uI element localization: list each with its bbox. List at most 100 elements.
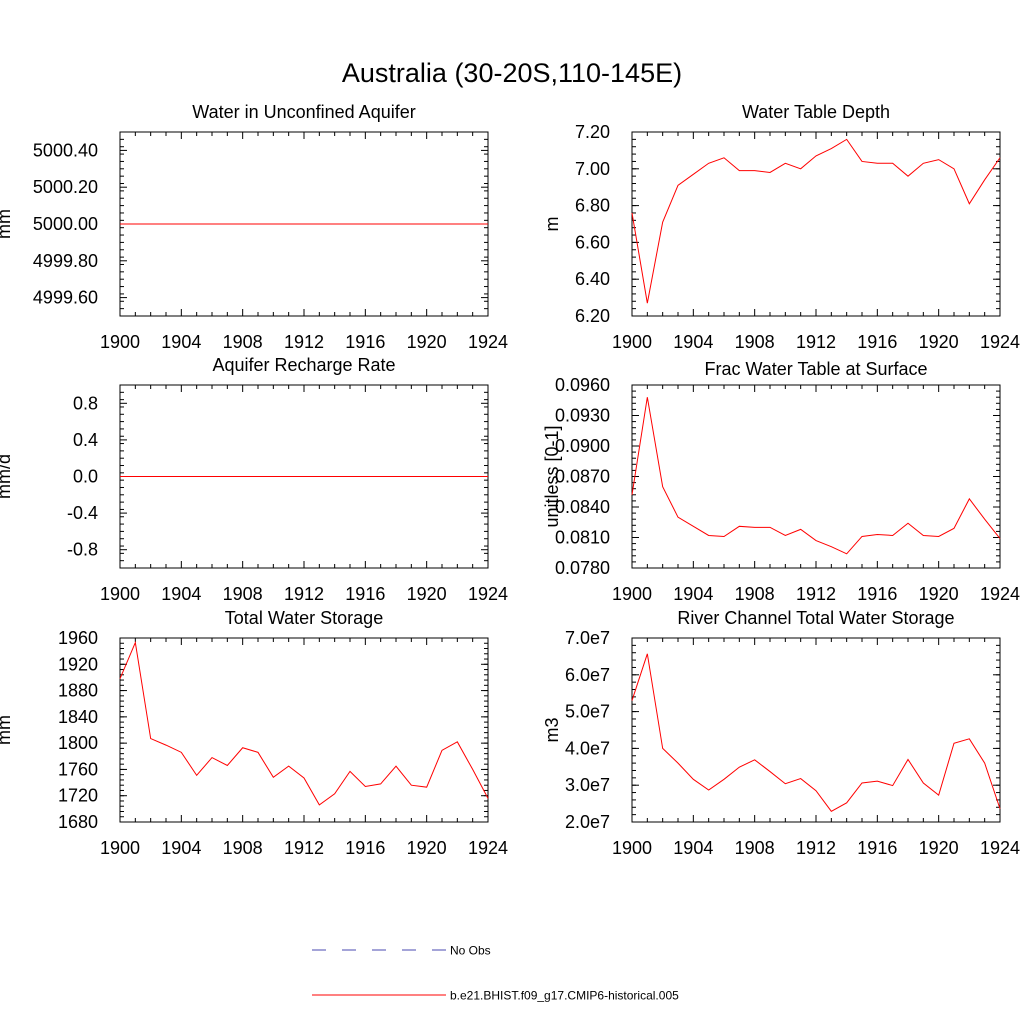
- x-tick-label: 1912: [796, 584, 836, 604]
- y-tick-label: 7.00: [575, 159, 610, 179]
- x-tick-label: 1900: [612, 332, 652, 352]
- series-line: [119, 640, 489, 806]
- x-tick-label: 1908: [223, 584, 263, 604]
- y-tick-label: 0.0810: [555, 528, 610, 548]
- x-tick-label: 1924: [468, 584, 508, 604]
- y-tick-label: 0.0840: [555, 497, 610, 517]
- x-tick-label: 1900: [612, 584, 652, 604]
- panel-5: Total Water Storage 1900 1904 1908 1912 1916 1…: [0, 608, 508, 858]
- y-tick-label: 7.20: [575, 122, 610, 142]
- y-tick-label: 5000.40: [33, 140, 98, 160]
- x-tick-label: 1924: [980, 584, 1020, 604]
- x-tick-label: 1920: [919, 838, 959, 858]
- x-tick-label: 1924: [980, 332, 1020, 352]
- x-tick-label: 1908: [735, 584, 775, 604]
- panel-title: Aquifer Recharge Rate: [212, 355, 395, 375]
- y-tick-label: 1880: [58, 681, 98, 701]
- y-axis-label: m3: [542, 717, 562, 742]
- panel-title: Total Water Storage: [225, 608, 383, 628]
- panel-2: Water Table Depth 1900 1904 1908 1912 1916 192…: [542, 102, 1020, 352]
- y-tick-label: -0.4: [67, 503, 98, 523]
- panel-title: Frac Water Table at Surface: [704, 359, 927, 379]
- panel-1: Water in Unconfined Aquifer 1900 1904 1908 1…: [0, 102, 508, 352]
- x-tick-label: 1900: [100, 584, 140, 604]
- panel-title: Water Table Depth: [742, 102, 890, 122]
- y-axis-label: unitless [0-1]: [542, 425, 562, 527]
- x-tick-label: 1908: [735, 332, 775, 352]
- y-tick-label: -0.8: [67, 540, 98, 560]
- x-tick-label: 1904: [673, 838, 713, 858]
- plot-frame: [119, 637, 489, 823]
- y-axis-label: mm/d: [0, 454, 14, 499]
- y-tick-label: 0.0870: [555, 467, 610, 487]
- x-tick-label: 1916: [345, 584, 385, 604]
- x-tick-label: 1920: [407, 584, 447, 604]
- x-tick-label: 1900: [612, 838, 652, 858]
- x-tick-label: 1908: [223, 838, 263, 858]
- x-tick-label: 1904: [673, 332, 713, 352]
- panel-4: Frac Water Table at Surface 1900 1904 1908 1…: [542, 359, 1020, 604]
- x-tick-label: 1924: [980, 838, 1020, 858]
- legend-label-no-obs: No Obs: [450, 944, 491, 958]
- x-tick-label: 1920: [407, 332, 447, 352]
- panel-title: River Channel Total Water Storage: [677, 608, 954, 628]
- x-tick-label: 1904: [161, 838, 201, 858]
- y-tick-label: 6.20: [575, 306, 610, 326]
- x-tick-label: 1904: [161, 584, 201, 604]
- x-tick-label: 1920: [919, 584, 959, 604]
- y-tick-label: 3.0e7: [565, 775, 610, 795]
- plot-frame: [631, 131, 1001, 317]
- x-tick-label: 1924: [468, 332, 508, 352]
- legend-label-model: b.e21.BHIST.f09_g17.CMIP6-historical.005: [450, 989, 679, 1003]
- y-tick-label: 4.0e7: [565, 738, 610, 758]
- x-tick-label: 1904: [673, 584, 713, 604]
- y-tick-label: 6.80: [575, 196, 610, 216]
- legend: No Obs b.e21.BHIST.f09_g17.CMIP6-histori…: [312, 944, 679, 1003]
- y-axis-label: mm: [0, 715, 14, 745]
- x-tick-label: 1916: [857, 838, 897, 858]
- series-line: [631, 397, 1001, 555]
- panel-3: Aquifer Recharge Rate 1900 1904 1908 1912 191…: [0, 355, 508, 604]
- y-tick-label: 0.0960: [555, 375, 610, 395]
- plot-frame: [631, 637, 1001, 823]
- y-tick-label: 1960: [58, 628, 98, 648]
- x-tick-label: 1916: [857, 584, 897, 604]
- y-tick-label: 5.0e7: [565, 702, 610, 722]
- y-tick-label: 7.0e7: [565, 628, 610, 648]
- y-tick-label: 2.0e7: [565, 812, 610, 832]
- y-tick-label: 4999.80: [33, 251, 98, 271]
- y-tick-label: 1920: [58, 654, 98, 674]
- y-tick-label: 0.0930: [555, 406, 610, 426]
- series-line: [631, 138, 1001, 304]
- x-tick-label: 1912: [796, 838, 836, 858]
- y-tick-label: 0.4: [73, 430, 98, 450]
- x-tick-label: 1904: [161, 332, 201, 352]
- x-tick-label: 1912: [284, 838, 324, 858]
- series-line: [631, 653, 1001, 812]
- y-tick-label: 0.8: [73, 393, 98, 413]
- panel-6: River Channel Total Water Storage 1900 190…: [542, 608, 1020, 858]
- y-tick-label: 1720: [58, 786, 98, 806]
- y-tick-label: 0.0900: [555, 436, 610, 456]
- panels: Water in Unconfined Aquifer 1900 1904 1908 1…: [0, 102, 1020, 858]
- panel-title: Water in Unconfined Aquifer: [192, 102, 415, 122]
- x-tick-label: 1908: [223, 332, 263, 352]
- y-tick-label: 1680: [58, 812, 98, 832]
- x-tick-label: 1916: [345, 838, 385, 858]
- x-tick-label: 1924: [468, 838, 508, 858]
- x-tick-label: 1900: [100, 332, 140, 352]
- y-tick-label: 0.0: [73, 467, 98, 487]
- x-tick-label: 1912: [284, 584, 324, 604]
- x-tick-label: 1916: [857, 332, 897, 352]
- x-tick-label: 1916: [345, 332, 385, 352]
- y-tick-label: 5000.20: [33, 177, 98, 197]
- y-tick-label: 6.60: [575, 232, 610, 252]
- y-tick-label: 1760: [58, 759, 98, 779]
- y-tick-label: 6.40: [575, 269, 610, 289]
- figure-title: Australia (30-20S,110-145E): [342, 58, 682, 88]
- y-axis-label: mm: [0, 209, 14, 239]
- x-tick-label: 1912: [284, 332, 324, 352]
- y-axis-label: m: [542, 217, 562, 232]
- y-tick-label: 0.0780: [555, 558, 610, 578]
